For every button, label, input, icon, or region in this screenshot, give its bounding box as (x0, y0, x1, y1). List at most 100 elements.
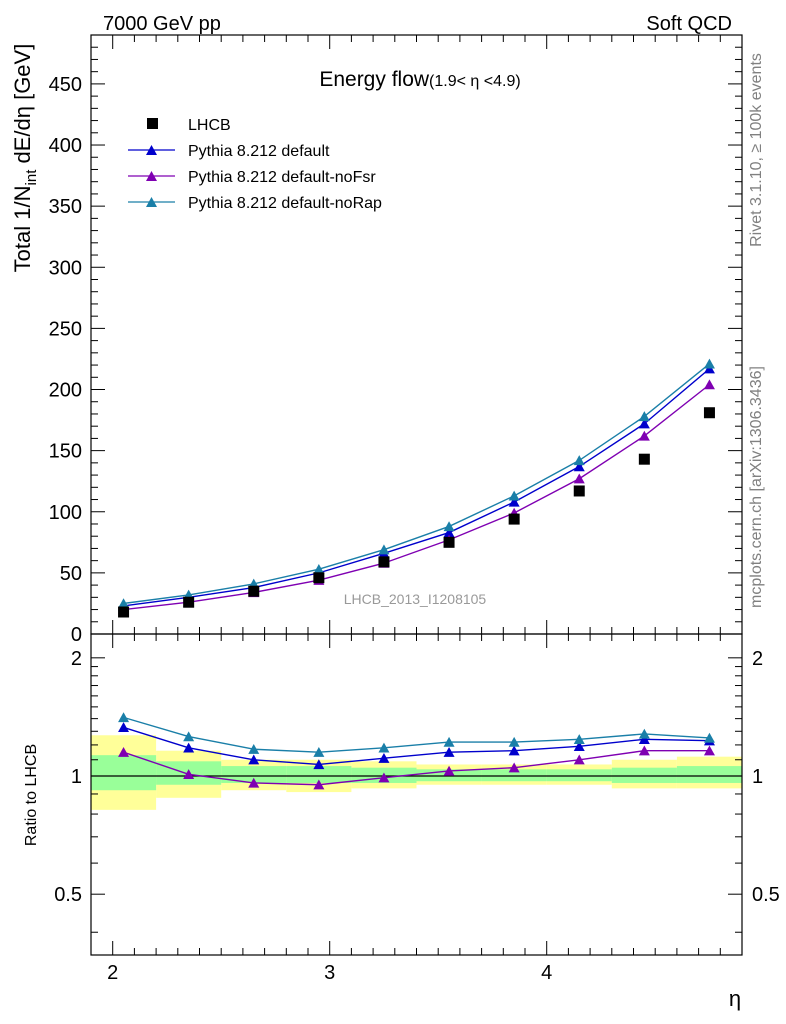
ratio-point (573, 754, 585, 765)
ratio-band-green (481, 769, 547, 782)
ratio-band-green (221, 766, 287, 783)
data-point (248, 585, 260, 597)
ratio-point (638, 728, 650, 739)
series-point (573, 455, 585, 466)
legend: LHCB Pythia 8.212 default Pythia 8.212 d… (128, 117, 382, 212)
ratio-y-tick-label: 0.5 (54, 884, 82, 906)
legend-marker-lhcb (147, 118, 158, 129)
series-point (443, 521, 455, 532)
series-point (313, 563, 325, 574)
ratio-band-green (676, 766, 742, 783)
ratio-point (508, 736, 520, 747)
series-point (508, 490, 520, 501)
series-point (703, 379, 715, 390)
x-tick-label: 2 (107, 962, 118, 984)
data-point (313, 572, 325, 584)
ratio-series (118, 712, 715, 790)
ratio-point (378, 752, 390, 763)
x-axis-label: η (729, 986, 741, 1011)
series-point (378, 544, 390, 555)
ratio-band-green (546, 769, 612, 782)
series-point (638, 430, 650, 441)
ratio-band-green (611, 767, 677, 783)
ratio-point (378, 772, 390, 783)
ratio-point (118, 712, 130, 723)
y-tick-label: 250 (49, 318, 82, 340)
chart-title-main: Energy flow (319, 68, 430, 91)
ratio-point (573, 734, 585, 745)
ratio-point (248, 744, 260, 754)
analysis-tag: LHCB_2013_I1208105 (344, 591, 487, 607)
ratio-point (248, 777, 260, 788)
ratio-y-tick-label-right: 2 (752, 648, 763, 670)
ratio-point (118, 746, 130, 757)
y-tick-label: 100 (49, 502, 82, 524)
legend-label-nofsr: Pythia 8.212 default-noFsr (188, 169, 376, 186)
header-process: Soft QCD (646, 13, 732, 35)
y-label-subscript: int (23, 169, 40, 186)
data-point (378, 556, 390, 568)
main-series (118, 358, 715, 618)
ratio-point (248, 754, 260, 765)
ratio-point (508, 762, 520, 773)
series-point (638, 411, 650, 422)
ratio-point (703, 732, 715, 743)
data-point (703, 407, 715, 419)
chart-title-range: (1.9< η <4.9) (429, 73, 521, 90)
legend-label-default: Pythia 8.212 default (188, 143, 330, 160)
y-tick-label: 200 (49, 380, 82, 402)
legend-marker-norap (146, 197, 157, 207)
series-point (443, 527, 455, 538)
y-tick-label: 150 (49, 441, 82, 463)
data-point (573, 485, 585, 497)
y-tick-label: 450 (49, 74, 82, 96)
series-point (638, 418, 650, 429)
y-tick-label: 0 (71, 624, 82, 646)
series-point (703, 358, 715, 369)
data-point (508, 513, 520, 525)
ratio-y-tick-label-right: 1 (752, 766, 763, 788)
ratio-point (378, 742, 390, 753)
ratio-line-2 (123, 716, 710, 753)
data-point (638, 453, 650, 465)
ratio-y-tick-label-right: 0.5 (752, 884, 780, 906)
ratio-point (313, 779, 325, 790)
ratio-point (443, 736, 455, 747)
series-point (573, 461, 585, 472)
ratio-point (183, 742, 195, 753)
series-line-2 (123, 363, 710, 605)
ratio-point (573, 741, 585, 752)
ratio-point (508, 745, 520, 756)
legend-marker-nofsr (146, 171, 157, 181)
ratio-point (443, 746, 455, 757)
main-axes: 0 50 100 150 200 250 300 350 400 450 (49, 35, 743, 646)
series-point (508, 496, 520, 507)
ratio-point (183, 769, 195, 779)
main-y-axis-label: Total 1/Nint dE/dη [GeV] (10, 44, 40, 273)
x-tick-label: 3 (324, 962, 335, 984)
x-tick-label: 4 (541, 962, 552, 984)
data-point (443, 536, 455, 548)
series-point (118, 598, 130, 609)
data-point (118, 606, 130, 618)
mcplots-reference-label: mcplots.cern.ch [arXiv:1306.3436] (748, 366, 765, 608)
ratio-point (313, 759, 325, 770)
ratio-point (118, 722, 130, 733)
ratio-y-tick-label: 2 (71, 648, 82, 670)
series-line-0 (123, 368, 710, 607)
y-tick-label: 300 (49, 257, 82, 279)
header-beam-energy: 7000 GeV pp (103, 13, 221, 35)
data-point (183, 596, 195, 608)
ratio-frame (90, 633, 743, 956)
ratio-axes: 0.5 0.5 1 1 2 2 2 3 4 (54, 634, 780, 984)
y-tick-label: 350 (49, 196, 82, 218)
ratio-point (443, 765, 455, 776)
legend-label-lhcb: LHCB (188, 117, 231, 134)
ratio-band-green (286, 766, 352, 783)
series-line-1 (123, 384, 710, 611)
ratio-point (703, 745, 715, 756)
y-label-rest: dE/dη [GeV] (10, 44, 35, 170)
ratio-point (183, 731, 195, 742)
rivet-version-label: Rivet 3.1.10, ≥ 100k events (748, 53, 765, 247)
